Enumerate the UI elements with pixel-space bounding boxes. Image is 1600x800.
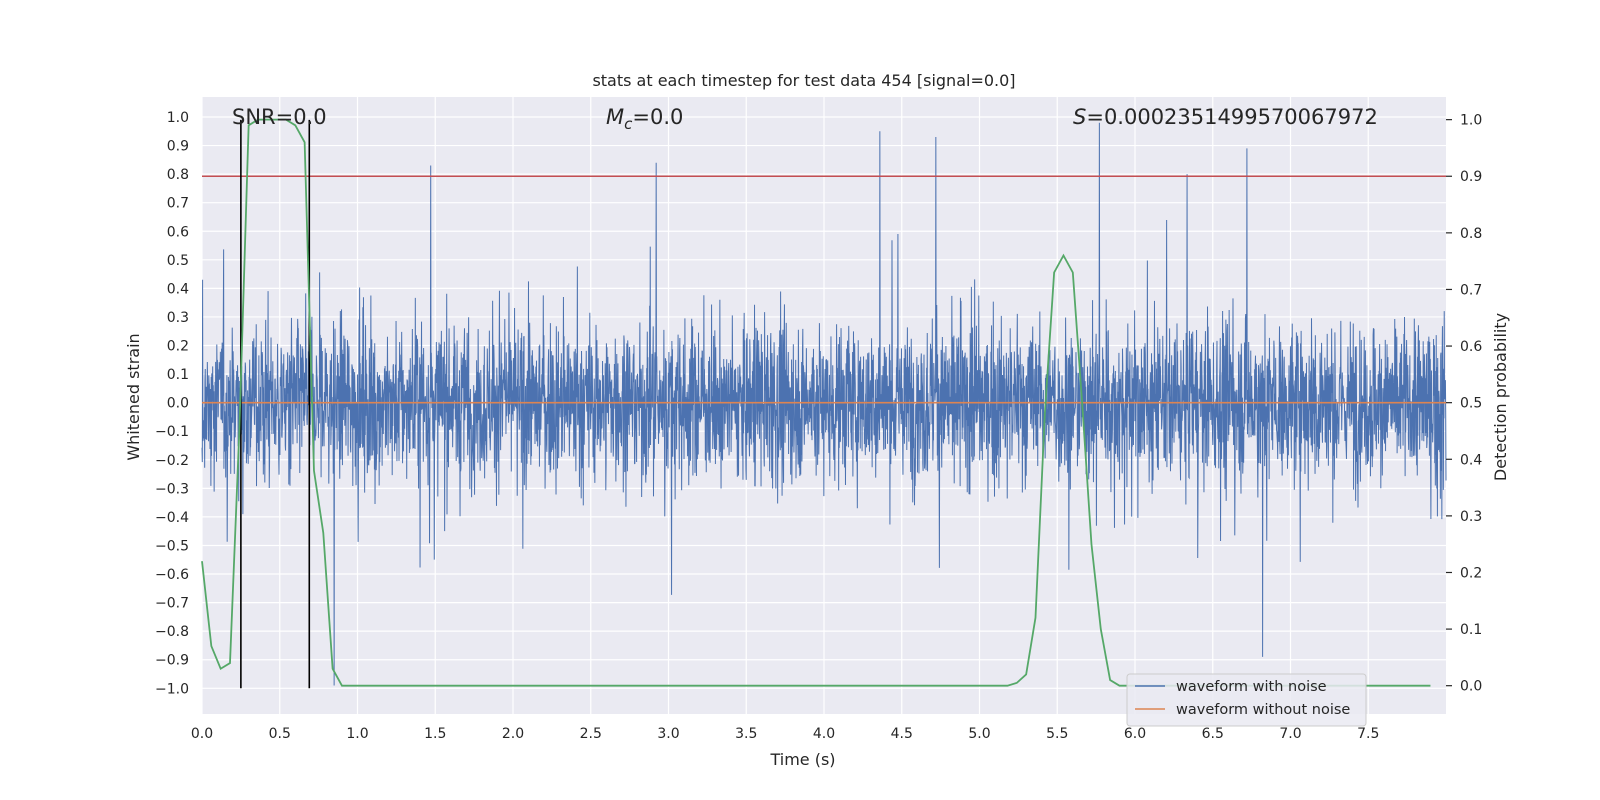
y-tick-label: 0.5 (167, 253, 189, 269)
y-tick-label: 0.7 (167, 196, 189, 212)
y-tick-label: 0.3 (167, 310, 189, 326)
x-tick-label: 2.0 (502, 726, 524, 742)
annotation-statistic: S=0.0002351499570067972 (1073, 105, 1378, 129)
y-tick-label: −0.9 (155, 653, 189, 669)
x-tick-label: 6.5 (1202, 726, 1224, 742)
x-tick-label: 7.0 (1279, 726, 1301, 742)
x-tick-label: 6.0 (1124, 726, 1146, 742)
x-tick-label: 4.0 (813, 726, 835, 742)
y-axis-label: Whitened strain (124, 333, 143, 460)
legend: waveform with noise waveform without noi… (1126, 673, 1367, 727)
x-tick-label: 1.0 (346, 726, 368, 742)
y2-tick-label: 0.9 (1460, 169, 1482, 185)
x-tick-label: 4.5 (891, 726, 913, 742)
y2-tick-label: 0.0 (1460, 679, 1482, 695)
y-tick-label: 0.8 (167, 167, 189, 183)
line-detection-probability (201, 118, 1431, 687)
y2-tick-label: 0.6 (1460, 339, 1482, 355)
y-tick-label: −0.5 (155, 538, 189, 554)
y-tick-label: −0.7 (155, 596, 189, 612)
y2-axis-ticks: 1.0 0.9 0.8 0.7 0.6 0.5 0.4 0.3 0.2 0.1 0.0 (1446, 113, 1482, 695)
legend-label-waveform-without-noise: waveform without noise (1176, 702, 1350, 718)
y-tick-label: −0.2 (155, 453, 189, 469)
y-tick-label: −1.0 (155, 681, 189, 697)
y2-tick-label: 0.1 (1460, 622, 1482, 638)
y2-tick-label: 0.4 (1460, 452, 1482, 468)
y-tick-label: −0.3 (155, 481, 189, 497)
x-axis-ticks: 0.0 0.5 1.0 1.5 2.0 2.5 3.0 3.5 4.0 4.5 5.0 5.5 6.0 6… (191, 726, 1380, 742)
y-tick-label: 0.0 (167, 396, 189, 412)
annotation-snr: SNR=0.0 (232, 105, 327, 129)
y2-tick-label: 0.7 (1460, 282, 1482, 298)
y-axis-ticks: 1.0 0.9 0.8 0.7 0.6 0.5 0.4 0.3 0.2 0.1 0.0 −0.1 −0.… (155, 110, 189, 697)
y-tick-label: 0.9 (167, 139, 189, 155)
y-tick-label: −0.4 (155, 510, 189, 526)
x-tick-label: 5.5 (1046, 726, 1068, 742)
y2-tick-label: 0.3 (1460, 509, 1482, 525)
annotation-chirp-mass: Mc=0.0 (606, 105, 683, 133)
y2-tick-label: 1.0 (1460, 113, 1482, 129)
y-tick-label: 0.2 (167, 339, 189, 355)
y-tick-label: −0.6 (155, 567, 189, 583)
legend-box (1126, 673, 1367, 727)
x-tick-label: 2.5 (580, 726, 602, 742)
x-tick-label: 3.5 (735, 726, 757, 742)
series-waveform-with-noise (201, 122, 1447, 686)
y2-tick-label: 0.2 (1460, 565, 1482, 581)
y-tick-label: 1.0 (167, 110, 189, 126)
x-tick-label: 1.5 (424, 726, 446, 742)
y2-axis-label: Detection probability (1491, 313, 1510, 481)
x-tick-label: 3.0 (657, 726, 679, 742)
x-tick-label: 7.5 (1357, 726, 1379, 742)
y2-tick-label: 0.5 (1460, 396, 1482, 412)
y-tick-label: −0.1 (155, 424, 189, 440)
y-tick-label: 0.6 (167, 224, 189, 240)
y2-tick-label: 0.8 (1460, 226, 1482, 242)
x-tick-label: 5.0 (968, 726, 990, 742)
series-detection-probability (201, 118, 1431, 687)
x-tick-label: 0.5 (269, 726, 291, 742)
x-tick-label: 0.0 (191, 726, 213, 742)
x-axis-label: Time (s) (769, 750, 835, 769)
line-waveform-with-noise (201, 122, 1447, 686)
y-tick-label: 0.1 (167, 367, 189, 383)
y-tick-label: −0.8 (155, 624, 189, 640)
chart-title: stats at each timestep for test data 454… (592, 71, 1015, 90)
y-tick-label: 0.4 (167, 281, 189, 297)
legend-label-waveform-with-noise: waveform with noise (1176, 679, 1327, 695)
